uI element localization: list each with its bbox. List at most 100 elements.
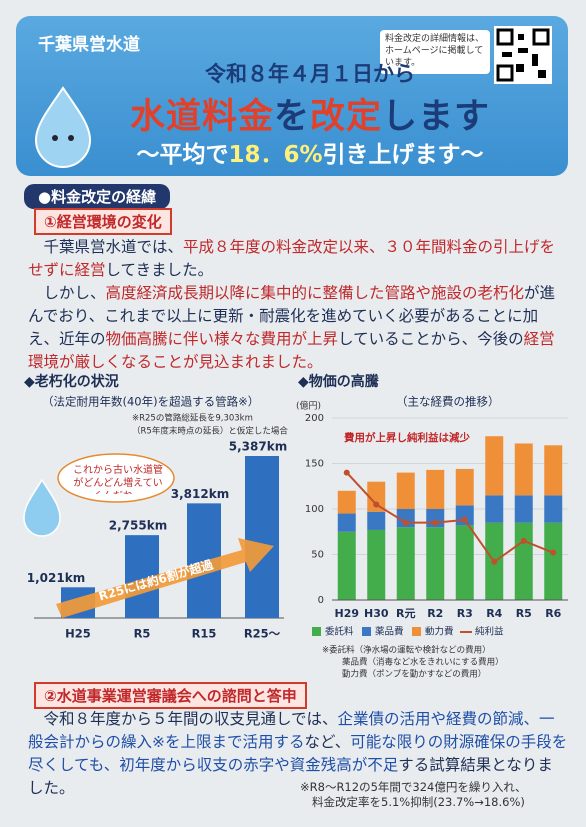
line-point	[402, 519, 409, 526]
text-run: します	[382, 97, 491, 137]
line-point	[491, 558, 498, 565]
x-tick-label: H29	[334, 607, 359, 620]
text-run: しかし、	[43, 284, 106, 302]
chart-note: ※R25の管路総延長を9,303km	[132, 413, 253, 424]
paragraph: しかし、高度経済成長期以降に集中的に整備した管路や施設の老朽化が進んでおり、これ…	[28, 282, 568, 374]
bar-segment	[514, 443, 533, 496]
mascot	[34, 86, 92, 168]
bar-segment	[396, 472, 415, 509]
bar-segment	[544, 445, 563, 496]
section2-body: 令和８年度から５年間の収支見通しでは、企業債の活用や経費の節減、一般会計からの繰…	[28, 708, 568, 800]
line-point	[432, 519, 439, 526]
bar-segment	[367, 529, 386, 600]
text-run: 物価高騰に伴い様々な費用が上昇	[105, 330, 339, 348]
footnote-line: 料金改定率を5.1%抑制(23.7%→18.6%)	[312, 795, 525, 809]
bubble-text: これから古い水道管がどんどん増えていくんだね…	[73, 465, 163, 494]
footnote-line: ※R8〜R12の5年間で324億円を繰り入れ、	[300, 780, 527, 794]
line-point	[461, 516, 468, 523]
annotation: 費用が上昇し純利益は減少	[344, 431, 470, 444]
paragraph: 令和８年度から５年間の収支見通しでは、企業債の活用や経費の節減、一般会計からの繰…	[28, 708, 568, 800]
y-tick-label: 150	[305, 459, 324, 470]
line-point	[373, 501, 380, 508]
line-point	[520, 537, 527, 544]
text-run: 経営環境が厳しくなることが見込まれました。	[28, 330, 555, 371]
arrow	[56, 538, 274, 618]
x-tick-label: R2	[427, 607, 443, 620]
bar-segment	[485, 436, 504, 496]
paragraph: 千葉県営水道では、平成８年度の料金改定以来、３０年間料金の引上げをせずに経営して…	[28, 236, 568, 282]
value-label: 3,812km	[171, 487, 229, 501]
text-run: していることから、今後の	[338, 330, 524, 348]
x-tick-label: R25〜	[244, 627, 281, 641]
chart-prices: ◆物価の高騰 （主な経費の推移） (億円) 0 50 100 150 200 H29 H30 R元 R…	[296, 373, 568, 680]
date: 令和８年４月１日から	[205, 62, 415, 86]
x-tick-label: R6	[545, 607, 561, 620]
text-run: 企業債の活用や経費の節減、一般会計からの繰入※を上限まで活用する	[28, 710, 555, 751]
x-tick-label: R3	[457, 607, 473, 620]
text-run: 令和８年度から５年間の収支見通しでは、	[43, 710, 338, 728]
footnote: ※R8〜R12の5年間で324億円を繰り入れ、 料金改定率を5.1%抑制(23.…	[300, 780, 526, 810]
text-run: 千葉県営水道では、	[43, 238, 184, 256]
value-label: 2,755km	[109, 519, 167, 533]
y-tick-label: 50	[311, 550, 324, 561]
y-axis-label: (億円)	[296, 400, 321, 412]
text-run: 可能な限りの財源確保の手段を尽くしても、初年度から収支の赤字や資金残高が不足	[28, 733, 568, 774]
subheadline: 〜平均で18．6%引き上げます〜	[80, 135, 540, 169]
bar-segment	[367, 481, 386, 512]
text-run: 水道料金	[129, 97, 274, 137]
y-tick-label: 0	[318, 595, 324, 606]
legend-label: 動力費	[425, 626, 454, 638]
y-tick-label: 100	[305, 504, 324, 515]
x-tick-label: H25	[65, 627, 91, 641]
subheading: ①経営環境の変化	[34, 208, 172, 235]
text-run: を	[273, 97, 310, 137]
bar-segment	[544, 522, 563, 600]
headline: 水道料金を改定します	[80, 88, 540, 139]
bar-segment	[514, 522, 533, 600]
chart-note: 薬品費（消毒など水をきれいにする費用）	[342, 657, 504, 668]
legend-label: 委託料	[325, 626, 354, 638]
text-run: 18．6%	[228, 142, 323, 168]
bar-segment	[426, 527, 445, 600]
bar-segment	[337, 531, 356, 600]
line-point	[343, 469, 350, 476]
text-run: 平成８年度の料金改定以来、３０年間料金の引上げをせずに経営	[28, 238, 556, 279]
text-run: 〜平均で	[136, 142, 229, 168]
x-tick-label: R4	[486, 607, 502, 620]
bar-segment	[367, 511, 386, 530]
chart-note: （R5年度末時点の延長）と仮定した場合	[132, 426, 288, 437]
line-point	[550, 549, 557, 556]
value-label: 1,021km	[27, 571, 85, 585]
text-run: 引き上げます〜	[322, 142, 484, 168]
bar-segment	[426, 469, 445, 509]
bar-segment	[396, 527, 415, 600]
chart-title: ◆物価の高騰	[298, 373, 380, 390]
bar	[245, 456, 279, 618]
text-run: など、	[304, 733, 351, 751]
chart-subtitle: （法定耐用年数(40年)を超過する管路※）	[42, 395, 259, 409]
subheading: ②水道事業運営審議会への諮問と答申	[34, 682, 307, 709]
mascot	[23, 478, 61, 537]
bar-segment	[485, 495, 504, 523]
y-tick-label: 200	[305, 413, 324, 424]
x-tick-label: R5	[134, 627, 151, 641]
x-tick-label: H30	[364, 607, 389, 620]
bar-segment	[337, 513, 356, 532]
text-run: 改定	[310, 97, 383, 137]
chart-note: 動力費（ポンプを動かすなどの費用）	[342, 669, 486, 680]
text-run: 高度経済成長期以降に集中的に整備した管路や施設の老朽化	[105, 284, 525, 302]
chart-title: ◆老朽化の状況	[24, 373, 119, 390]
value-label: 5,387km	[229, 440, 287, 454]
bubble-text-box: これから古い水道管がどんどん増えていくんだね…	[73, 465, 163, 494]
x-tick-label: R元	[396, 607, 415, 620]
notice: 料金改定の詳細情報は、ホームページに掲載しています。	[380, 30, 490, 74]
legend-label: 純利益	[475, 626, 504, 638]
chart-note: ※委託料（浄水場の運転や検針などの費用）	[322, 645, 491, 656]
speech-bubble	[57, 453, 175, 503]
x-tick-label: R15	[192, 627, 217, 641]
bar-segment	[514, 495, 533, 523]
legend-label: 薬品費	[375, 626, 404, 638]
legend-marker	[412, 627, 421, 636]
bar-segment	[337, 490, 356, 514]
